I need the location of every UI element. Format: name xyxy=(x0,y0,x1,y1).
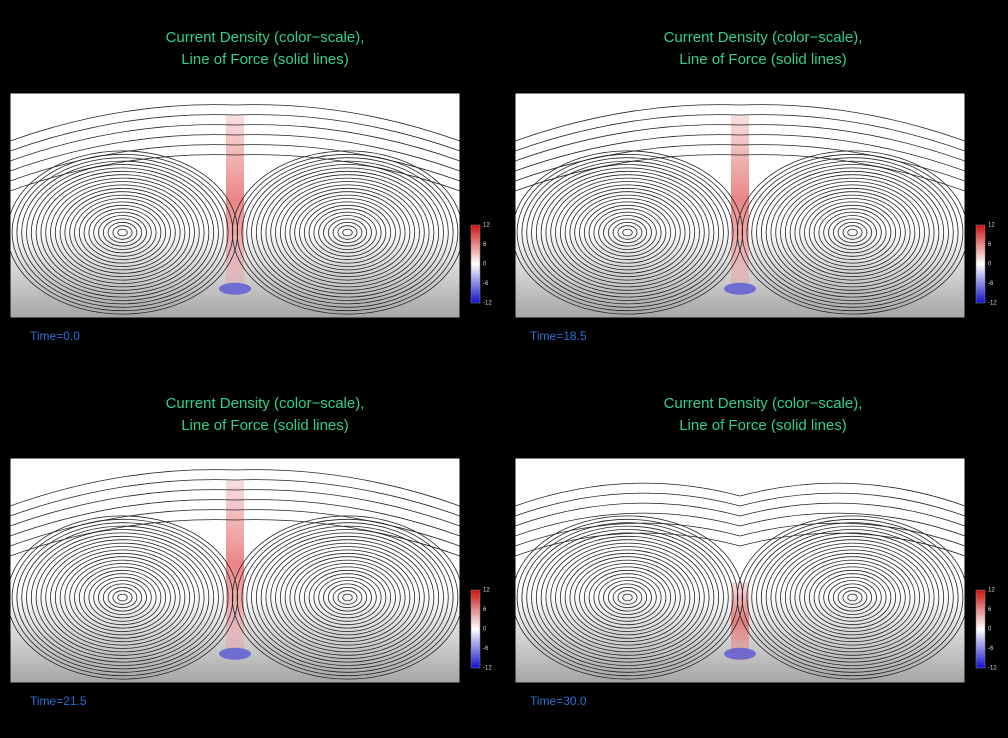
panel-title: Current Density (color−scale), xyxy=(664,395,863,412)
time-label: Time=0.0 xyxy=(30,329,80,343)
colorbar-tick-label: -6 xyxy=(988,281,994,287)
time-label: Time=30.0 xyxy=(530,694,587,708)
panel-title: Line of Force (solid lines) xyxy=(181,417,349,434)
current-sheet xyxy=(731,116,749,285)
colorbar-tick-label: -6 xyxy=(988,646,994,652)
figure: Current Density (color−scale), Line of Fo… xyxy=(0,0,1008,733)
current-sheet xyxy=(226,481,244,650)
current-sheet xyxy=(226,116,244,285)
colorbar-tick-label: 6 xyxy=(483,242,487,248)
colorbar-tick-label: 0 xyxy=(483,262,487,268)
negative-current xyxy=(724,283,756,295)
negative-current xyxy=(219,283,251,295)
colorbar-tick-label: 6 xyxy=(988,607,992,613)
colorbar-tick-label: 12 xyxy=(988,588,995,594)
panel-title: Current Density (color−scale), xyxy=(166,29,365,46)
colorbar-tick-label: -12 xyxy=(988,301,997,307)
colorbar-tick-label: -6 xyxy=(483,281,489,287)
colorbar xyxy=(471,590,480,668)
time-label: Time=18.5 xyxy=(530,329,587,343)
plot xyxy=(512,458,967,683)
colorbar-tick-label: 6 xyxy=(483,607,487,613)
time-label: Time=21.5 xyxy=(30,694,87,708)
colorbar xyxy=(976,590,985,668)
colorbar-tick-label: 12 xyxy=(483,223,490,229)
panel: Current Density (color−scale), Line of Fo… xyxy=(512,395,997,708)
colorbar-tick-label: 0 xyxy=(988,262,992,268)
negative-current xyxy=(724,648,756,660)
plot xyxy=(7,93,462,318)
panel: Current Density (color−scale), Line of Fo… xyxy=(7,395,492,708)
plot xyxy=(7,458,462,683)
panel: Current Density (color−scale), Line of Fo… xyxy=(7,29,492,343)
colorbar-tick-label: 0 xyxy=(483,627,487,633)
panel-title: Current Density (color−scale), xyxy=(664,29,863,46)
colorbar-tick-label: 6 xyxy=(988,242,992,248)
colorbar-tick-label: -12 xyxy=(483,301,492,307)
colorbar-tick-label: 12 xyxy=(988,223,995,229)
plot xyxy=(512,93,967,318)
colorbar-tick-label: 0 xyxy=(988,627,992,633)
colorbar-tick-label: 12 xyxy=(483,588,490,594)
negative-current xyxy=(219,648,251,660)
colorbar xyxy=(976,225,985,303)
colorbar-tick-label: -6 xyxy=(483,646,489,652)
panel: Current Density (color−scale), Line of Fo… xyxy=(512,29,997,343)
colorbar-tick-label: -12 xyxy=(988,666,997,672)
colorbar xyxy=(471,225,480,303)
panel-title: Line of Force (solid lines) xyxy=(181,51,349,68)
colorbar-tick-label: -12 xyxy=(483,666,492,672)
panel-title: Line of Force (solid lines) xyxy=(679,51,847,68)
panel-title: Current Density (color−scale), xyxy=(166,395,365,412)
panel-title: Line of Force (solid lines) xyxy=(679,417,847,434)
